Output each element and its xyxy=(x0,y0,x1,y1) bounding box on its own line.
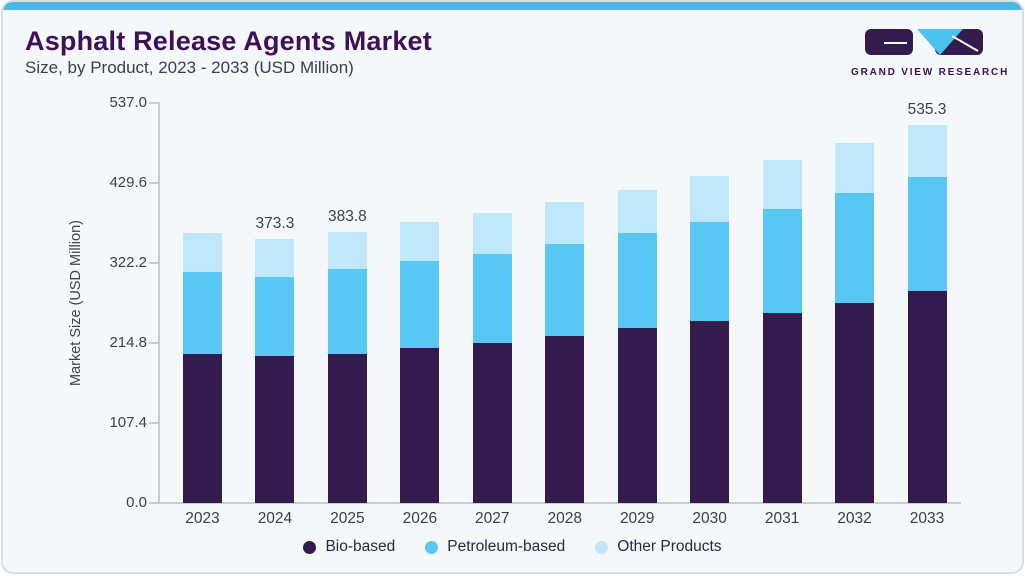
bar-segment-2025-bio-based xyxy=(327,353,367,503)
x-tick-label-2023: 2023 xyxy=(185,510,220,527)
y-tick-label: 537.0 xyxy=(109,94,147,111)
bar-segment-2033-other-products xyxy=(907,124,947,178)
logo-icon xyxy=(865,29,983,55)
legend-item-petroleum-based: Petroleum-based xyxy=(425,538,565,556)
bar-segment-2029-petroleum-based xyxy=(617,232,657,329)
bar-segment-2026-other-products xyxy=(400,222,440,262)
bar-segment-2032-bio-based xyxy=(835,302,875,503)
bar-segment-2026-bio-based xyxy=(400,347,440,503)
legend-label: Petroleum-based xyxy=(447,538,566,555)
bar-segment-2023-bio-based xyxy=(183,354,222,503)
x-tick-label-2024: 2024 xyxy=(257,510,293,527)
bar-segment-2029-bio-based xyxy=(617,328,657,503)
x-tick-label-2026: 2026 xyxy=(402,510,438,527)
x-tick-label-2033: 2033 xyxy=(909,510,945,527)
y-tick-mark xyxy=(149,502,159,504)
y-tick-label: 214.8 xyxy=(109,334,147,351)
legend-item-bio-based: Bio-based xyxy=(303,538,395,556)
legend-dot-icon xyxy=(425,540,439,554)
y-tick-mark xyxy=(149,182,159,184)
top-accent-bar xyxy=(3,2,1022,10)
y-axis-line xyxy=(158,102,160,503)
bar-segment-2027-petroleum-based xyxy=(472,253,512,343)
bar-segment-2030-other-products xyxy=(690,175,730,222)
y-tick-label: 429.6 xyxy=(109,174,147,191)
x-tick-label-2028: 2028 xyxy=(547,510,582,527)
bar-segment-2031-other-products xyxy=(762,160,802,210)
x-tick-label-2029: 2029 xyxy=(619,510,655,527)
bar-segment-2024-other-products xyxy=(255,239,295,277)
bar-segment-2033-petroleum-based xyxy=(907,177,947,292)
grand-view-research-logo: GRAND VIEW RESEARCH xyxy=(851,28,1010,78)
y-tick-label: 322.2 xyxy=(109,254,147,271)
bar-segment-2024-petroleum-based xyxy=(255,276,295,356)
bar-segment-2024-bio-based xyxy=(255,355,295,503)
bar-segment-2028-petroleum-based xyxy=(545,243,585,336)
x-axis-line xyxy=(158,502,961,504)
x-tick-label-2032: 2032 xyxy=(837,510,872,527)
bar-segment-2030-bio-based xyxy=(690,321,730,503)
bar-segment-2032-other-products xyxy=(835,142,875,194)
bar-segment-2032-petroleum-based xyxy=(835,193,875,303)
y-tick-mark xyxy=(149,422,159,424)
chart-legend: Bio-based Petroleum-based Other Products xyxy=(3,538,1022,556)
bar-value-label-2025: 383.8 xyxy=(327,207,367,225)
bar-segment-2027-other-products xyxy=(472,212,512,254)
bar-segment-2027-bio-based xyxy=(472,342,512,503)
legend-label: Other Products xyxy=(617,538,722,555)
x-tick-label-2027: 2027 xyxy=(475,510,510,527)
bar-segment-2025-other-products xyxy=(327,231,367,269)
bar-segment-2028-bio-based xyxy=(545,335,585,503)
bar-segment-2023-petroleum-based xyxy=(183,271,222,355)
x-tick-label-2030: 2030 xyxy=(692,510,727,527)
logo-brand-text: GRAND VIEW RESEARCH xyxy=(851,67,1010,78)
bar-segment-2029-other-products xyxy=(617,189,657,233)
bar-value-label-2024: 373.3 xyxy=(255,215,295,233)
y-tick-mark xyxy=(149,342,159,344)
bar-segment-2030-petroleum-based xyxy=(690,222,730,321)
bar-segment-2031-petroleum-based xyxy=(762,209,802,313)
bar-segment-2025-petroleum-based xyxy=(327,268,367,354)
bar-segment-2033-bio-based xyxy=(907,291,947,503)
bar-segment-2023-other-products xyxy=(183,233,222,272)
x-tick-label-2025: 2025 xyxy=(330,510,365,527)
y-tick-label: 107.4 xyxy=(109,414,147,431)
legend-label: Bio-based xyxy=(325,538,396,555)
y-tick-mark xyxy=(149,262,159,264)
bar-segment-2028-other-products xyxy=(545,202,585,244)
page-title: Asphalt Release Agents Market xyxy=(25,26,432,56)
bar-segment-2026-petroleum-based xyxy=(400,261,440,348)
y-tick-mark xyxy=(149,102,159,104)
bar-segment-2031-bio-based xyxy=(762,312,802,503)
legend-dot-icon xyxy=(303,540,317,554)
x-tick-label-2031: 2031 xyxy=(764,510,800,527)
y-tick-label: 0.0 xyxy=(126,494,147,511)
legend-dot-icon xyxy=(595,540,609,554)
bar-value-label-2033: 535.3 xyxy=(907,100,947,118)
legend-item-other-products: Other Products xyxy=(595,538,722,556)
y-axis-title: Market Size (USD Million) xyxy=(68,220,84,386)
page-subtitle: Size, by Product, 2023 - 2033 (USD Milli… xyxy=(25,58,354,77)
